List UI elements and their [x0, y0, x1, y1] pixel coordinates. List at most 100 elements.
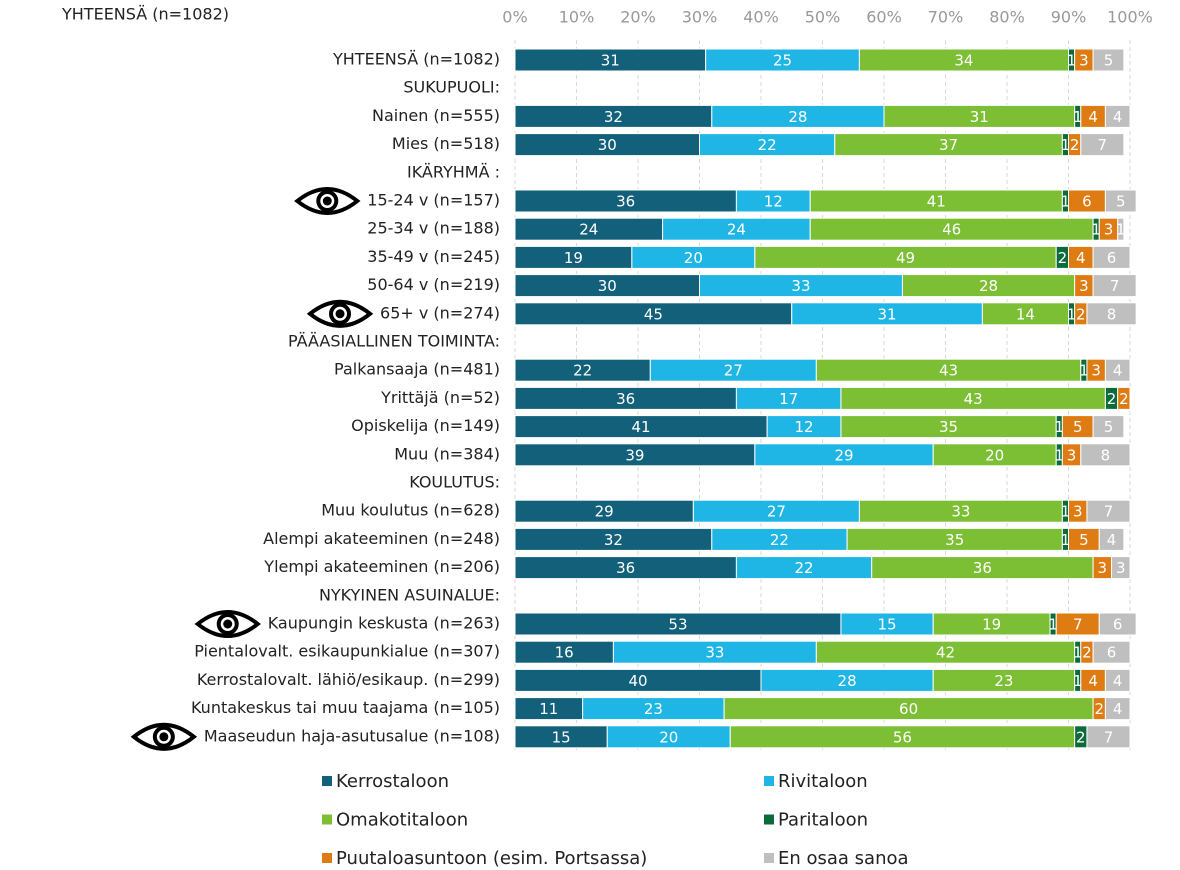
data-label: 4 — [1113, 362, 1123, 380]
bar-segment — [1104, 189, 1137, 213]
eye-icon — [130, 722, 198, 751]
data-label: 1 — [1055, 418, 1065, 436]
bar-segment — [1104, 358, 1131, 382]
data-label: 30 — [598, 136, 617, 154]
data-label: 1 — [1048, 616, 1058, 634]
category-label: Mies (n=518) — [392, 134, 500, 153]
data-label: 3 — [1067, 446, 1077, 464]
x-tick-label: 20% — [620, 8, 656, 27]
data-label: 1 — [1061, 531, 1071, 549]
data-label: 4 — [1113, 108, 1123, 126]
data-label: 42 — [936, 644, 955, 662]
category-label: Kuntakeskus tai muu taajama (n=105) — [191, 698, 500, 717]
data-label: 49 — [896, 249, 915, 267]
bar-segment — [1086, 302, 1137, 326]
category-label: Palkansaaja (n=481) — [334, 360, 500, 379]
data-label: 43 — [964, 390, 983, 408]
data-label: 6 — [1082, 193, 1092, 211]
data-label: 6 — [1113, 616, 1123, 634]
data-label: 1 — [1061, 503, 1071, 521]
category-label: PÄÄASIALLINEN TOIMINTA: — [288, 332, 500, 351]
data-label: 8 — [1107, 305, 1117, 323]
data-label: 36 — [616, 559, 635, 577]
legend-swatch — [322, 814, 332, 825]
category-label: 50-64 v (n=219) — [367, 275, 500, 294]
data-label: 22 — [770, 531, 789, 549]
category-label: 35-49 v (n=245) — [367, 247, 500, 266]
data-label: 1 — [1079, 362, 1089, 380]
data-label: 31 — [601, 52, 620, 70]
data-label: 1 — [1073, 672, 1083, 690]
data-label: 2 — [1119, 390, 1129, 408]
bar-segment — [1092, 415, 1125, 439]
legend-label: Rivitaloon — [778, 771, 868, 792]
bar-segment — [1086, 725, 1131, 749]
data-label: 11 — [539, 700, 558, 718]
eye-icon — [306, 299, 374, 328]
data-label: 27 — [724, 362, 743, 380]
data-label: 2 — [1076, 728, 1086, 746]
category-label: Yrittäjä (n=52) — [380, 388, 500, 407]
legend-label: Paritaloon — [778, 810, 868, 831]
data-label: 23 — [644, 700, 663, 718]
data-label: 41 — [927, 193, 946, 211]
data-label: 2 — [1070, 136, 1080, 154]
data-label: 23 — [994, 672, 1013, 690]
data-label: 3 — [1073, 503, 1083, 521]
category-label: Alempi akateeminen (n=248) — [263, 529, 500, 548]
data-label: 30 — [598, 277, 617, 295]
data-label: 1 — [1067, 305, 1077, 323]
data-label: 1 — [1091, 221, 1101, 239]
data-label: 25 — [773, 52, 792, 70]
data-label: 5 — [1104, 418, 1114, 436]
data-label: 7 — [1104, 728, 1114, 746]
category-label: Maaseudun haja-asutusalue (n=108) — [204, 726, 500, 745]
data-label: 5 — [1073, 418, 1083, 436]
data-label: 5 — [1104, 52, 1114, 70]
data-label: 2 — [1058, 249, 1068, 267]
data-label: 24 — [579, 221, 598, 239]
data-label: 15 — [552, 728, 571, 746]
legend-swatch — [764, 776, 774, 786]
bar-segment — [1086, 499, 1131, 523]
data-label: 22 — [573, 362, 592, 380]
data-label: 36 — [973, 559, 992, 577]
data-label: 37 — [939, 136, 958, 154]
x-tick-label: 90% — [1051, 8, 1087, 27]
eye-icon — [294, 187, 361, 215]
data-label: 29 — [834, 446, 853, 464]
data-label: 31 — [878, 305, 897, 323]
category-label: KOULUTUS: — [409, 473, 500, 492]
x-tick-label: 10% — [559, 8, 595, 27]
data-label: 33 — [951, 503, 970, 521]
data-label: 19 — [982, 616, 1001, 634]
data-label: 7 — [1104, 503, 1114, 521]
bar-segment — [1117, 386, 1131, 410]
data-label: 33 — [791, 277, 810, 295]
data-label: 1 — [1055, 446, 1065, 464]
data-label: 22 — [795, 559, 814, 577]
data-label: 17 — [779, 390, 798, 408]
data-label: 19 — [564, 249, 583, 267]
data-label: 1 — [1061, 193, 1071, 211]
data-label: 28 — [838, 672, 857, 690]
x-tick-label: 0% — [502, 8, 527, 27]
category-label: Opiskelija (n=149) — [351, 416, 500, 435]
data-label: 41 — [632, 418, 651, 436]
eye-pupil — [159, 732, 169, 742]
bar-segment — [1104, 697, 1131, 721]
data-label: 29 — [595, 503, 614, 521]
category-label: IKÄRYHMÄ : — [407, 162, 500, 181]
data-label: 2 — [1082, 644, 1092, 662]
data-label: 31 — [970, 108, 989, 126]
data-label: 27 — [767, 503, 786, 521]
bar-segment — [1111, 556, 1131, 580]
bar-segment — [1092, 245, 1131, 269]
data-label: 7 — [1098, 136, 1108, 154]
category-label: 15-24 v (n=157) — [367, 191, 500, 210]
data-label: 34 — [954, 52, 973, 70]
data-label: 28 — [788, 108, 807, 126]
data-label: 4 — [1113, 700, 1123, 718]
category-label: NYKYINEN ASUINALUE: — [319, 585, 500, 604]
